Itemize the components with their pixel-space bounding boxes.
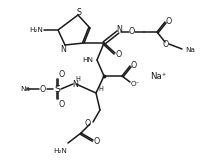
Text: Na: Na bbox=[20, 86, 30, 92]
Text: S: S bbox=[54, 85, 60, 94]
Text: O: O bbox=[131, 60, 137, 69]
Text: N: N bbox=[72, 79, 78, 89]
Text: S: S bbox=[76, 8, 82, 17]
Text: O: O bbox=[59, 69, 65, 78]
Text: O: O bbox=[85, 119, 91, 127]
Text: N: N bbox=[116, 25, 122, 34]
Text: Na⁺: Na⁺ bbox=[150, 71, 166, 80]
Text: H: H bbox=[76, 76, 80, 82]
Text: O: O bbox=[59, 100, 65, 109]
Text: O: O bbox=[163, 40, 169, 48]
Text: O: O bbox=[94, 136, 100, 145]
Text: O: O bbox=[129, 27, 135, 36]
Text: O: O bbox=[40, 85, 46, 94]
Text: HN: HN bbox=[82, 57, 93, 63]
Text: Na: Na bbox=[185, 47, 195, 53]
Text: N: N bbox=[60, 44, 66, 53]
Text: O⁻: O⁻ bbox=[130, 81, 140, 87]
Text: O: O bbox=[166, 17, 172, 26]
Text: O: O bbox=[116, 49, 122, 58]
Text: H₂N: H₂N bbox=[29, 27, 43, 33]
Text: H: H bbox=[99, 86, 103, 92]
Text: H₂N: H₂N bbox=[53, 148, 67, 154]
